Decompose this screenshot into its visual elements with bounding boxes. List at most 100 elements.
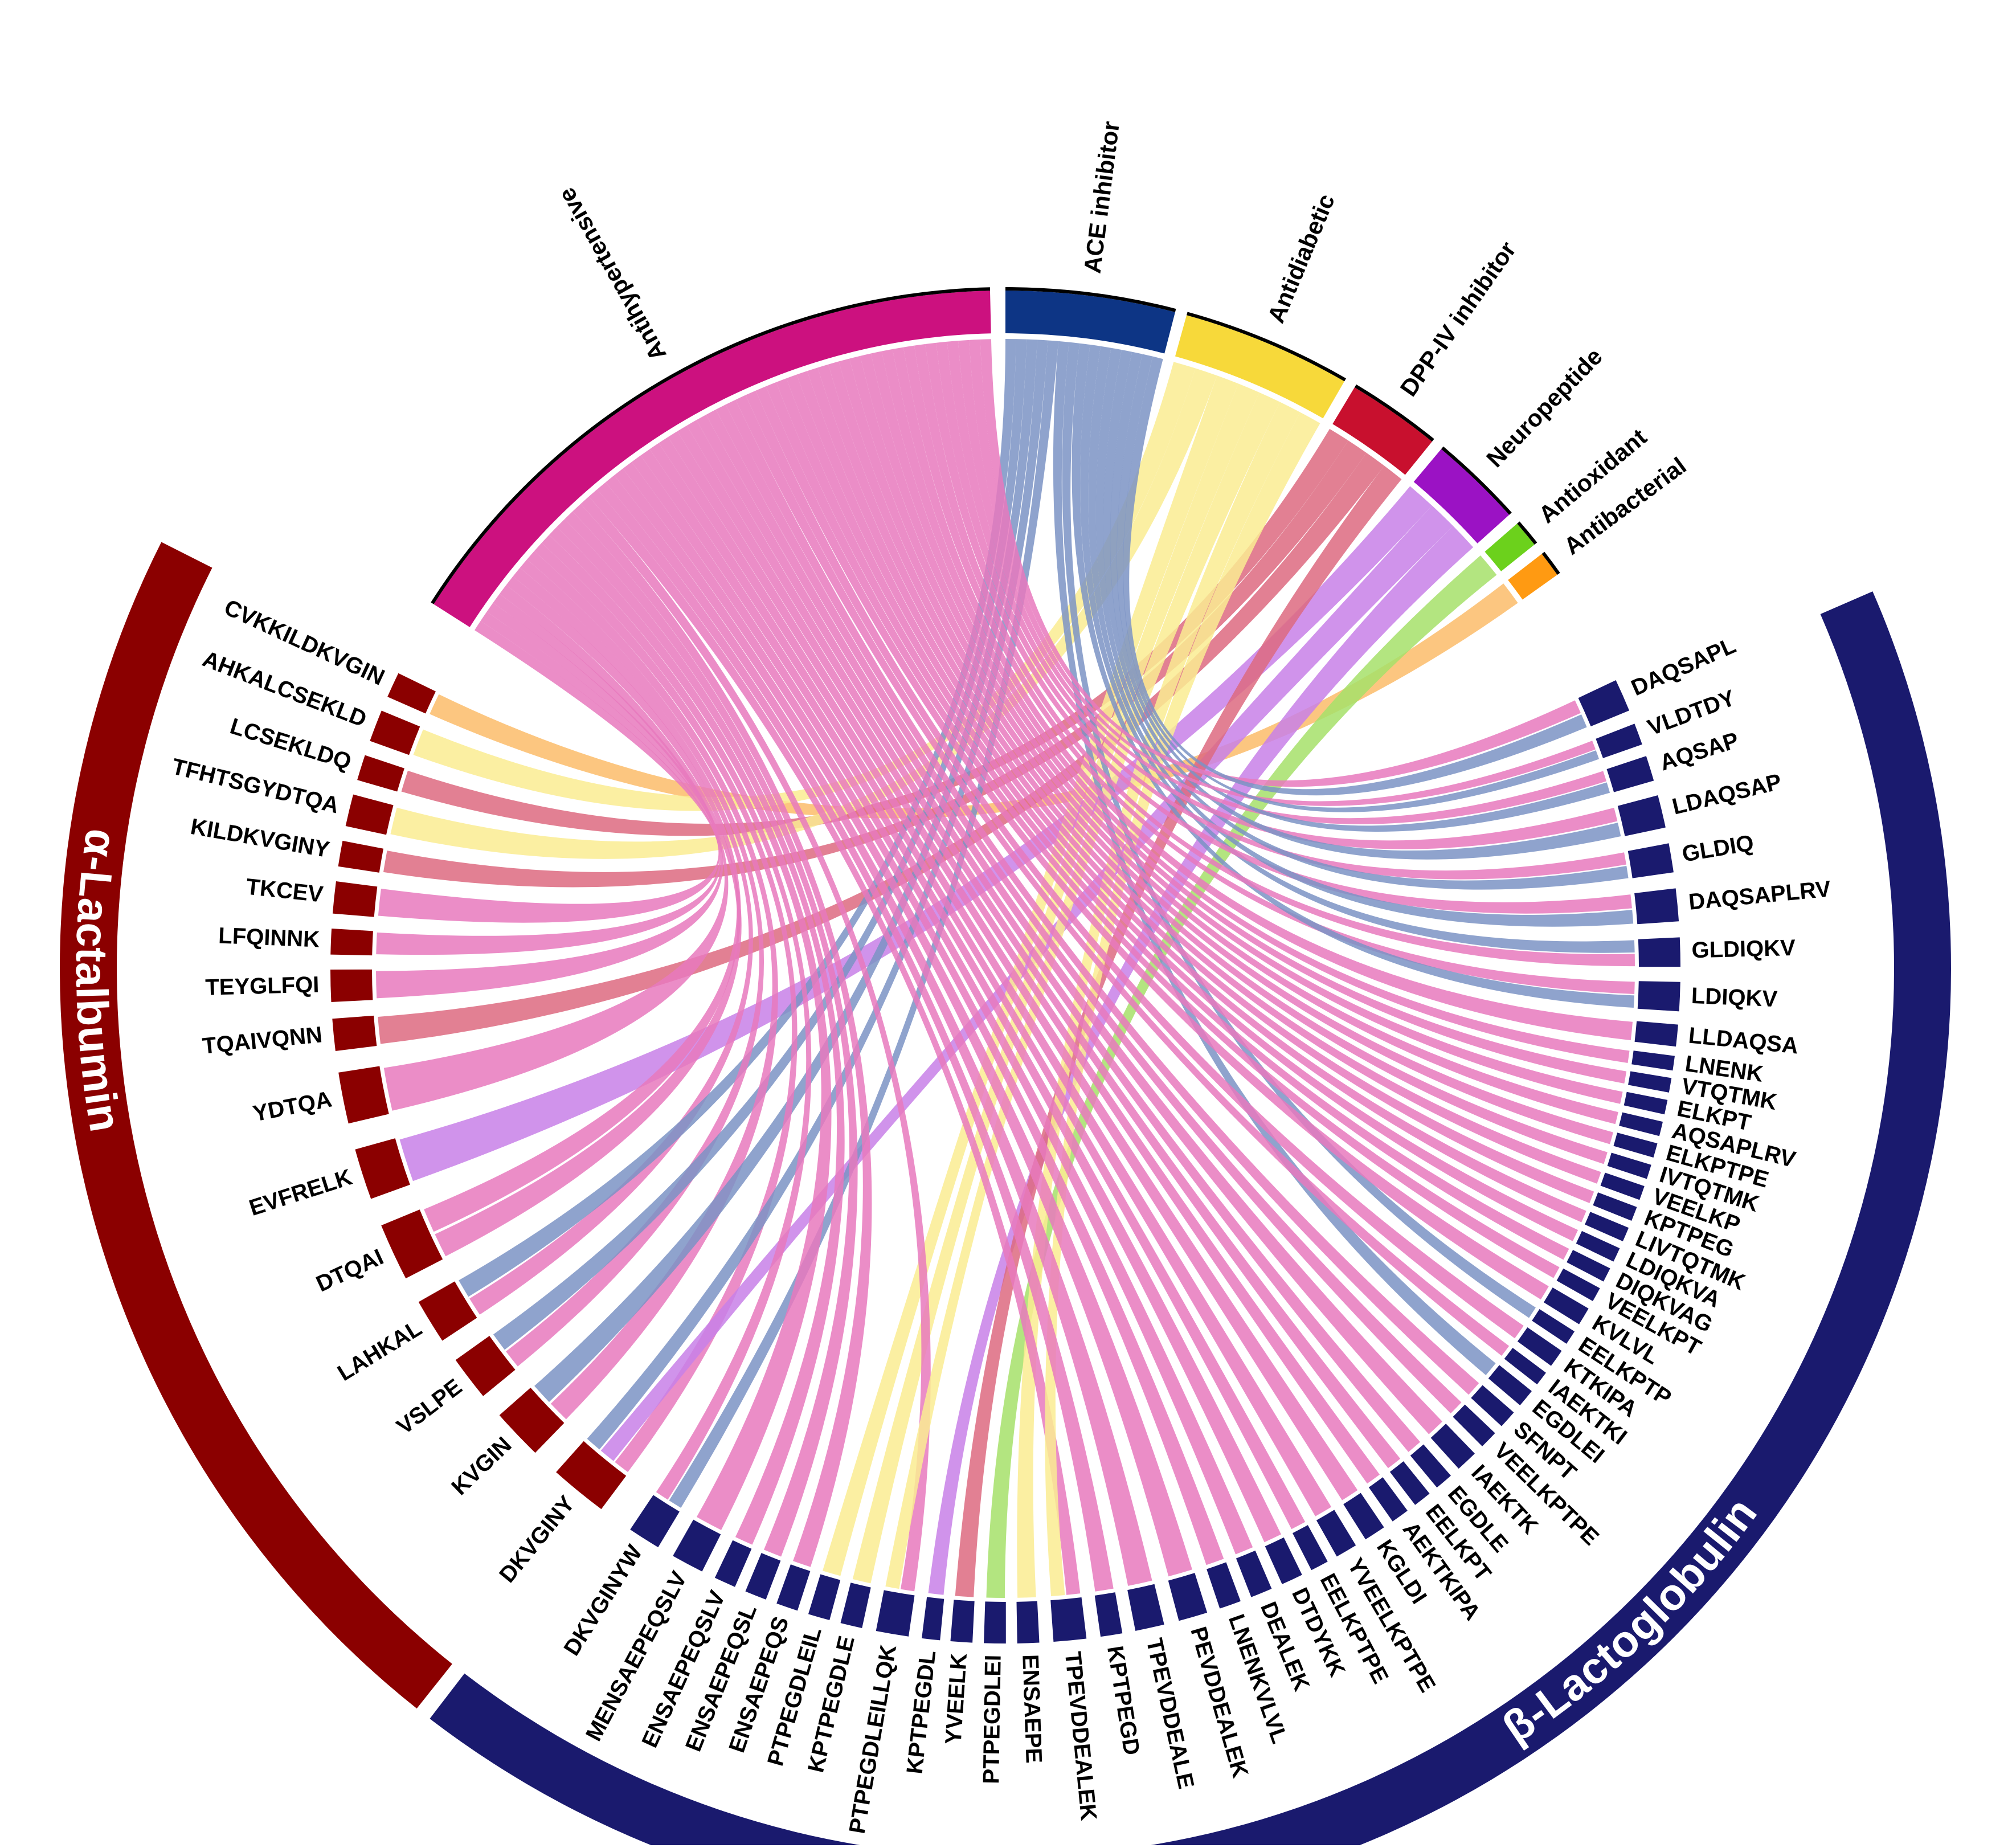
beta-peptide-segment-ldaqsap [1617,795,1666,836]
beta-peptide-segment-ktkipa [1517,1327,1562,1366]
activity-rim-antidiabetic [1187,312,1346,382]
alpha-peptide-segment-tqaivqnn [332,1015,377,1051]
alpha-peptide-segment-cvkkildkvgin [387,673,436,714]
beta-peptide-segment-veelkp [1600,1172,1645,1200]
activity-arc-neuropeptide [1413,449,1510,543]
beta-peptide-segment-elkptpe [1613,1132,1658,1158]
ribbon-dtqai-to-antihypertensive [424,576,741,1232]
activity-arc-antidiabetic [1175,315,1344,419]
activity-rim-dpp-iv-inhibitor [1354,384,1434,442]
beta-peptide-label-ensaepe: ENSAEPE [1017,1654,1046,1764]
beta-peptide-segment-dealek [1236,1550,1272,1597]
beta-peptide-segment-ensaepeqs [776,1564,811,1611]
beta-peptide-segment-eelkpt [1389,1461,1430,1505]
alpha-peptide-segment-ahkalcsekld [370,710,420,755]
beta-peptide-segment-egdlei [1488,1365,1532,1405]
ribbon-ydtqa-to-antihypertensive [383,594,729,1111]
alpha-peptide-label-evfrelk: EVFRELK [246,1164,355,1221]
beta-peptide-segment-pevddealek [1168,1573,1208,1621]
activity-label-antihypertensive: Antihypertensive [553,183,671,366]
beta-peptide-label-yveelk: YVEELK [941,1653,972,1745]
ribbon-vldtdy-to-ace-inhibitor [1117,354,1600,812]
protein-label-alpha-lactalbumin: α-Lactalbumin [67,826,131,1135]
beta-peptide-segment-aektkipa [1368,1477,1408,1522]
alpha-peptide-label-kildkvginy: KILDKVGINY [189,814,332,862]
alpha-peptide-label-tkcev: TKCEV [245,874,325,907]
alpha-peptide-segment-lcsekldq [357,755,404,792]
activity-arc-dpp-iv-inhibitor [1332,387,1432,475]
beta-peptide-segment-iaektki [1504,1348,1546,1385]
ribbon-tkcev-to-antihypertensive [378,621,720,923]
alpha-peptide-segment-ydtqa [338,1066,389,1124]
alpha-peptide-segment-lahkal [418,1281,477,1341]
beta-peptide-segment-eelkptpe [1293,1525,1328,1571]
beta-peptide-label-tpevddeale: TPEVDDEALE [1142,1636,1199,1791]
beta-peptide-segment-mensaepeqslv [673,1519,721,1572]
beta-peptide-segment-dkvginyw [630,1495,680,1548]
beta-peptide-segment-daqsaplrv [1634,888,1679,925]
activity-arc-ace-inhibitor [1005,291,1175,354]
activity-rim-ace-inhibitor [1005,287,1176,312]
ribbon-dtqai-to-antihypertensive [435,585,742,1257]
activity-arc-antihypertensive [434,291,991,627]
alpha-peptide-label-lcsekldq: LCSEKLDQ [227,714,354,775]
beta-peptide-segment-lnenk [1631,1050,1675,1071]
beta-peptide-segment-aqsaplrv [1619,1112,1663,1136]
alpha-peptide-label-lahkal: LAHKAL [333,1315,426,1386]
beta-peptide-segment-lnenkvlvl [1207,1562,1241,1609]
alpha-peptide-segment-vslpe [455,1335,516,1396]
beta-peptide-segment-yveelk [950,1600,975,1643]
alpha-peptide-segment-kvgin [499,1387,565,1453]
beta-peptide-label-tpevddealek: TPEVDDEALEK [1060,1650,1101,1822]
beta-peptide-segment-kgldi [1343,1493,1384,1540]
ribbon-kgldi-to-antihypertensive [668,431,1358,1501]
alpha-peptide-segment-kildkvginy [338,840,384,873]
beta-peptide-segment-ptpegdleillqk [876,1590,915,1637]
beta-peptide-segment-elkpt [1623,1091,1668,1115]
activity-label-dpp-iv-inhibitor: DPP-IV inhibitor [1395,236,1521,401]
beta-peptide-segment-vtqtmk [1628,1071,1672,1093]
beta-peptide-label-gldiq: GLDIQ [1680,831,1756,867]
beta-peptide-label-aqsap: AQSAP [1657,727,1742,775]
ribbon-yveelkptpe-to-antihypertensive [659,437,1332,1516]
beta-peptide-segment-lldaqsa [1634,1021,1678,1047]
category-arc-layer [59,287,1951,1848]
alpha-peptide-label-vslpe: VSLPE [392,1374,467,1440]
beta-peptide-segment-gldiq [1627,843,1674,878]
alpha-peptide-segment-teyglfqi [330,969,373,1002]
alpha-peptide-segment-tfhtsgydtqa [345,794,394,835]
activity-label-antidiabetic: Antidiabetic [1262,190,1340,327]
alpha-peptide-label-ydtqa: YDTQA [251,1087,334,1127]
protein-arc-alpha-lactalbumin [59,542,452,1709]
beta-peptide-segment-tpevddeale [1127,1584,1164,1631]
beta-peptide-label-kptpegd: KPTPEGD [1102,1644,1144,1757]
ribbon-eelkptpe-to-antihypertensive [649,443,1306,1530]
activity-rim-neuropeptide [1441,446,1512,515]
activity-label-neuropeptide: Neuropeptide [1481,343,1608,472]
activity-label-ace-inhibitor: ACE inhibitor [1079,120,1124,275]
beta-peptide-segment-veelkpt [1556,1268,1600,1301]
beta-peptide-segment-ptpegdlei [984,1601,1006,1643]
ribbon-evfrelk-to-neuropeptide [399,486,1432,1181]
ribbon-dkvginy-to-neuropeptide [600,505,1453,1461]
ribbon-dtdykk-to-antihypertensive [640,449,1281,1543]
beta-peptide-segment-gldiqkv [1638,937,1680,967]
beta-peptide-segment-eelkptp [1532,1309,1575,1344]
beta-peptide-segment-kvlvl [1543,1287,1589,1324]
beta-peptide-segment-kptpeg [1593,1192,1637,1221]
beta-peptide-segment-ivtqtmk [1607,1152,1651,1179]
peptide-segment-layer [330,673,1680,1643]
beta-peptide-segment-ldiqkva [1576,1230,1620,1262]
beta-peptide-segment-yveelkptpe [1316,1510,1356,1557]
beta-peptide-label-daqsaplrv: DAQSAPLRV [1687,876,1832,914]
beta-peptide-segment-livtqtmk [1585,1212,1629,1242]
alpha-peptide-label-dkvginy: DKVGINY [494,1491,580,1587]
beta-peptide-segment-kptpegd [1094,1592,1123,1637]
ribbon-ptpegdleil-to-antidiabetic [823,375,1238,1576]
ribbon-kptpegdle-to-antidiabetic [852,383,1259,1584]
beta-peptide-segment-aqsap [1606,756,1654,792]
beta-peptide-label-ldaqsap: LDAQSAP [1670,769,1784,819]
ribbon-aektkipa-to-antihypertensive [677,425,1380,1484]
beta-peptide-segment-iaektk [1430,1424,1475,1469]
